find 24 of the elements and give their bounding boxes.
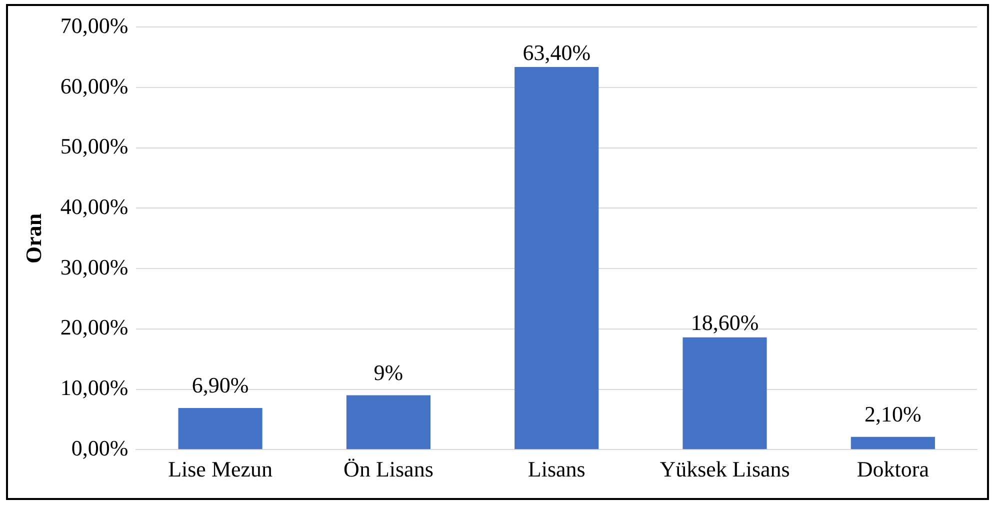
y-tick-label: 40,00% [60, 194, 128, 220]
x-tick-label: Ön Lisans [344, 456, 434, 482]
x-tick-label: Doktora [856, 456, 930, 482]
bar [178, 408, 262, 450]
bar [346, 395, 430, 450]
data-label: 2,10% [864, 402, 922, 427]
y-tick-label: 10,00% [60, 375, 128, 400]
y-tick-label: 30,00% [60, 254, 128, 280]
y-axis-title: Oran [20, 213, 46, 264]
y-tick-label: 60,00% [60, 73, 128, 98]
data-label: 6,90% [192, 372, 249, 398]
y-tick-label: 50,00% [60, 134, 128, 159]
x-tick-label: Lise Mezun [168, 456, 273, 482]
y-tick-label: 70,00% [60, 12, 128, 38]
x-tick-label: Yüksek Lisans [660, 456, 790, 482]
y-tick-label: 20,00% [60, 314, 128, 340]
x-tick-label: Lisans [528, 456, 586, 482]
y-tick-label: 0,00% [71, 435, 128, 460]
data-label: 18,60% [690, 310, 759, 336]
bar [514, 67, 599, 450]
bar [682, 337, 767, 450]
data-label: 9% [374, 360, 404, 386]
bar [850, 436, 935, 450]
data-label: 63,40% [522, 40, 591, 65]
